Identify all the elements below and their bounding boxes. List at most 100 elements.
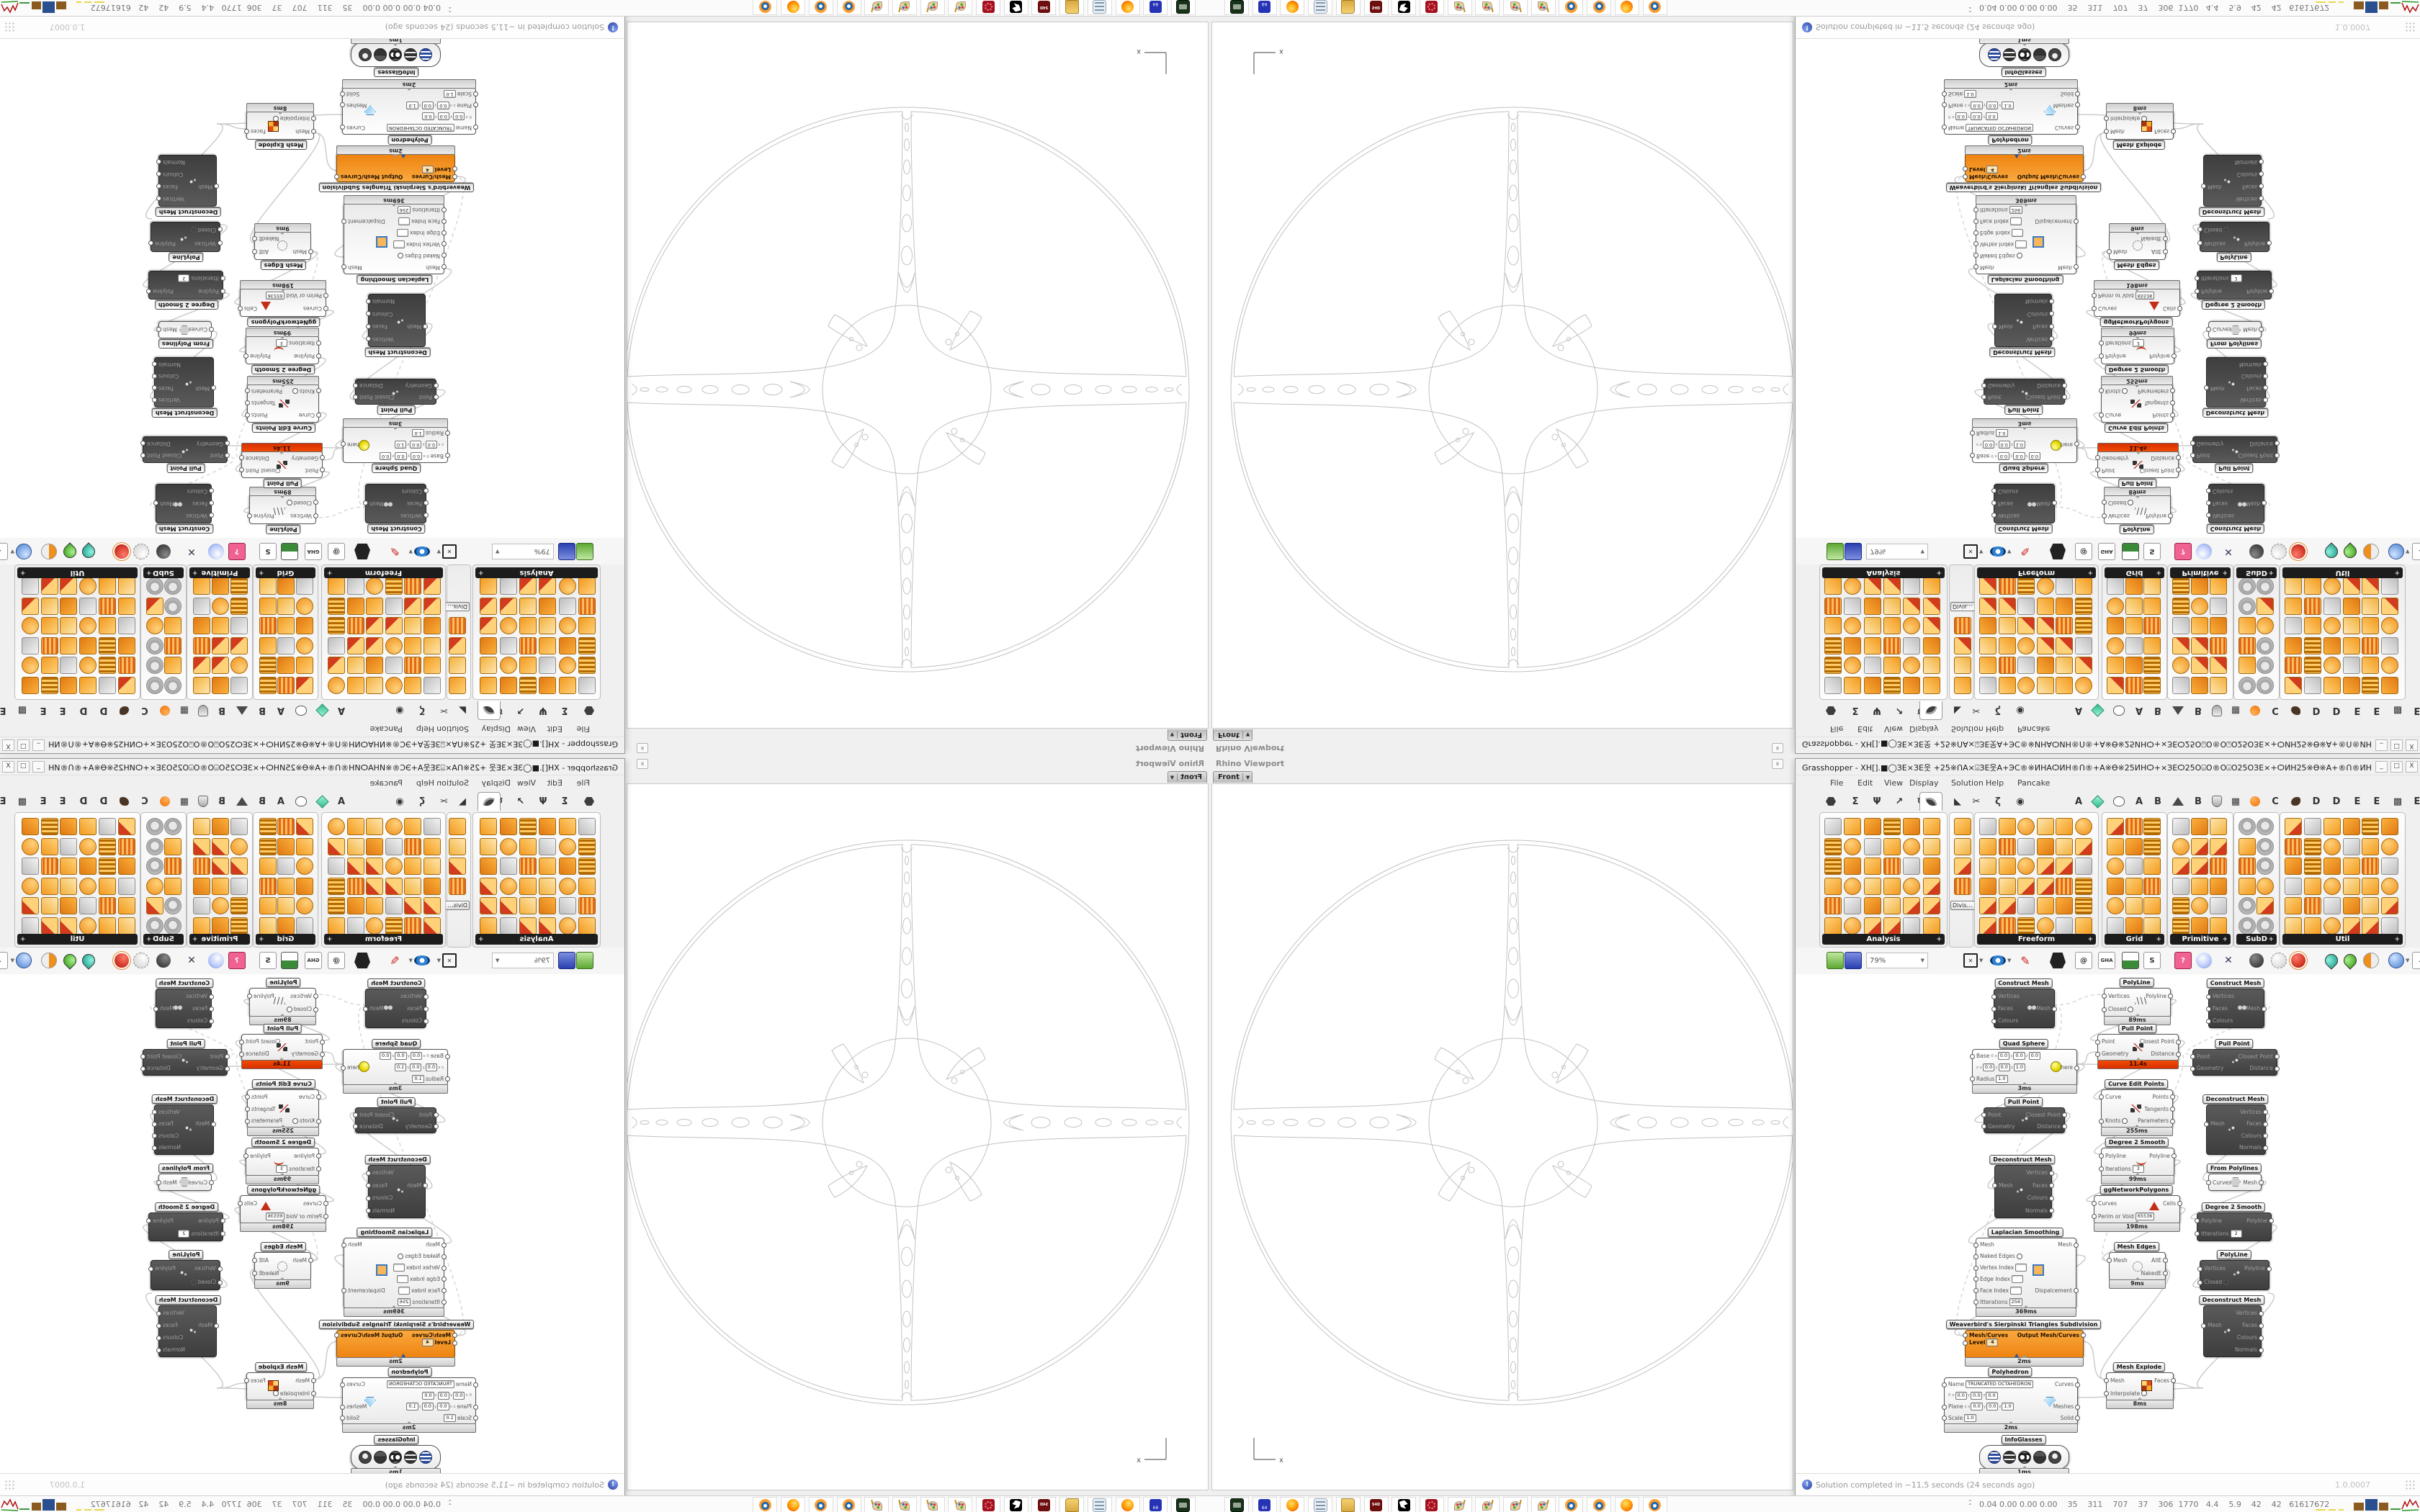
component-icon[interactable] (558, 677, 576, 694)
tab-plugin-e1[interactable]: E (59, 796, 66, 807)
component-icon[interactable] (2257, 637, 2274, 654)
component-icon[interactable] (2074, 657, 2092, 675)
component-icon[interactable] (385, 837, 403, 855)
tab-plugin-shield[interactable] (2209, 795, 2225, 808)
component-icon[interactable] (164, 917, 182, 935)
component-icon[interactable] (347, 598, 364, 615)
tab-plugin-e3[interactable]: E (0, 796, 6, 807)
component-icon[interactable] (2107, 818, 2124, 835)
component-icon[interactable] (480, 598, 498, 615)
component-icon[interactable] (2017, 637, 2035, 654)
component-icon[interactable] (578, 917, 596, 935)
panel-label[interactable]: Freeform + (1977, 567, 2096, 578)
component-icon[interactable] (424, 657, 441, 675)
tab-plugin-b2[interactable]: B (218, 796, 225, 807)
component-icon[interactable] (1922, 577, 1940, 595)
component-icon[interactable] (578, 897, 596, 914)
component-icon[interactable] (385, 677, 403, 694)
component-icon[interactable] (2238, 637, 2256, 654)
component-icon[interactable] (2285, 818, 2302, 835)
component-icon[interactable] (118, 577, 135, 595)
component-icon[interactable] (1883, 877, 1901, 895)
search-button[interactable]: S (2143, 543, 2161, 560)
component-icon[interactable] (449, 837, 466, 855)
component-icon[interactable] (2342, 657, 2360, 675)
component-icon[interactable] (328, 617, 346, 635)
save-document-button[interactable] (558, 543, 575, 560)
component-icon[interactable] (99, 657, 117, 675)
component-icon[interactable] (2238, 657, 2256, 675)
component-icon[interactable] (1824, 858, 1842, 875)
tab-plugin-gem[interactable] (2089, 703, 2105, 718)
component-icon[interactable] (21, 637, 39, 654)
component-icon[interactable] (2036, 577, 2054, 595)
component-icon[interactable] (1903, 837, 1921, 855)
tab-vector[interactable]: ↗ (1895, 705, 1904, 716)
component-icon[interactable] (99, 577, 117, 595)
component-icon[interactable] (2056, 837, 2073, 855)
component-icon[interactable] (2191, 837, 2208, 855)
component-icon[interactable] (230, 877, 248, 895)
jug-widget-button[interactable] (354, 953, 370, 968)
panel-label[interactable]: Util + (17, 934, 138, 945)
component-icon[interactable] (347, 877, 364, 895)
jug-widget-button[interactable] (2050, 544, 2066, 559)
component-icon[interactable] (2238, 617, 2256, 635)
viewport-canvas[interactable]: x (627, 783, 1209, 1490)
component-icon[interactable] (2238, 837, 2256, 855)
viewport-canvas[interactable]: x (627, 22, 1209, 729)
component-icon[interactable] (424, 598, 441, 615)
tab-plugin-cloud[interactable] (2111, 795, 2127, 808)
component-icon[interactable] (2303, 858, 2321, 875)
component-icon[interactable] (2143, 637, 2161, 654)
infoglasses-icon-3[interactable] (374, 1451, 387, 1464)
component-icon[interactable] (2257, 818, 2274, 835)
gh-node-weaverbird-sierpinski[interactable]: Mesh/Curves Output Mesh/Curves Level 4 (334, 148, 457, 182)
component-icon[interactable] (2285, 637, 2302, 654)
component-icon[interactable] (385, 598, 403, 615)
panel-expand-icon[interactable]: + (259, 936, 264, 943)
component-icon[interactable] (1863, 897, 1881, 914)
component-icon[interactable] (193, 677, 210, 694)
file-manager-icon[interactable] (1059, 0, 1085, 15)
component-icon[interactable] (2107, 657, 2124, 675)
component-icon[interactable] (2107, 897, 2124, 914)
red-ornament-app-icon[interactable] (976, 0, 1001, 15)
remote-panel-button[interactable]: @ (2075, 543, 2092, 560)
panel-label[interactable]: Analysis + (475, 567, 598, 578)
component-icon[interactable] (578, 818, 596, 835)
menu-edit[interactable]: Edit (547, 724, 563, 734)
tab-plugin-c[interactable]: C (2272, 796, 2279, 807)
preview-eye-button[interactable]: ▼ (409, 953, 430, 968)
component-icon[interactable] (385, 577, 403, 595)
gh-node-construct-mesh-2[interactable]: Vertices Faces Mesh Colours (2206, 484, 2267, 523)
component-icon[interactable] (146, 657, 163, 675)
gh-node-curve-edit-points[interactable]: Curve Points Tangents Knots Parameters (245, 1089, 321, 1128)
component-icon[interactable] (2362, 577, 2380, 595)
component-icon[interactable] (21, 598, 39, 615)
gh-node-deconstruct-mesh-1[interactable]: Vertices Mesh Faces Colours Normals (366, 294, 428, 347)
component-icon[interactable] (424, 858, 441, 875)
component-icon[interactable] (2210, 637, 2227, 654)
panel-expand-icon[interactable]: + (478, 569, 484, 576)
component-icon[interactable] (2172, 657, 2190, 675)
viewport-tab-front[interactable]: Front ▼ (1213, 771, 1253, 783)
gh-node-mesh-edges[interactable]: Mesh AllE NakedE (252, 1252, 313, 1281)
calculator-icon[interactable] (1087, 0, 1112, 15)
component-icon[interactable] (296, 677, 313, 694)
tab-params[interactable] (581, 795, 597, 808)
component-icon[interactable] (347, 617, 364, 635)
gh-node-construct-mesh-2[interactable]: Vertices Faces Mesh Colours (2206, 989, 2267, 1028)
component-icon[interactable] (2285, 677, 2302, 694)
component-icon[interactable] (1922, 877, 1940, 895)
component-icon[interactable] (296, 877, 313, 895)
gh-node-construct-mesh-2[interactable]: Vertices Faces Mesh Colours (153, 989, 214, 1028)
component-icon[interactable] (1998, 917, 2016, 935)
component-icon[interactable] (99, 818, 117, 835)
viewport-canvas[interactable]: x (1211, 783, 1793, 1490)
component-icon[interactable] (519, 877, 537, 895)
component-icon[interactable] (404, 617, 422, 635)
component-icon[interactable] (2143, 897, 2161, 914)
component-icon[interactable] (2362, 657, 2380, 675)
component-icon[interactable] (539, 617, 557, 635)
